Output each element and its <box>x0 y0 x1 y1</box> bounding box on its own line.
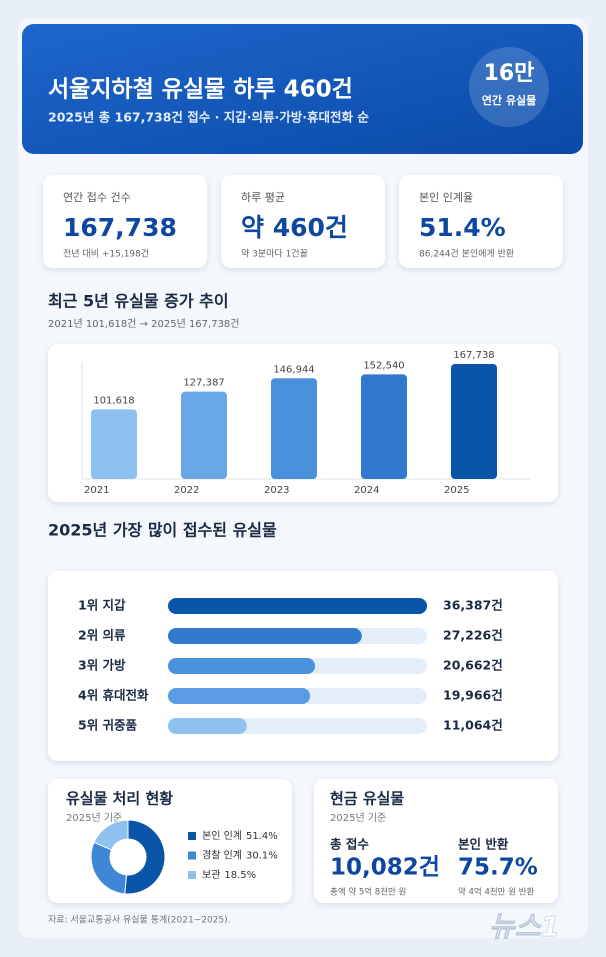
ranking-chart: 1위 지갑 36,387건 2위 의류 27,226건 3위 가방 20,662건 4위 휴… <box>78 598 503 734</box>
bar <box>451 364 497 479</box>
card <box>314 779 558 903</box>
legend-name: 경찰 인계 <box>202 849 242 862</box>
category-label: 5위 귀중품 <box>78 718 138 733</box>
value-label: 146,944 <box>273 364 314 375</box>
slice <box>124 819 166 895</box>
category-label: 3위 가방 <box>78 658 126 673</box>
bar <box>168 688 311 704</box>
card-subtitle: 2025년 기준 <box>330 812 386 824</box>
card <box>43 175 207 268</box>
bar <box>168 598 427 614</box>
card <box>221 175 385 268</box>
legend-name: 보관 <box>202 869 220 881</box>
bar <box>181 391 227 479</box>
legend-value: 30.1% <box>246 851 278 862</box>
stat-value: 약 460건 <box>241 213 348 242</box>
x-tick-label: 2021 <box>84 485 109 496</box>
legend-swatch <box>188 871 196 879</box>
header <box>22 24 583 154</box>
bar <box>271 378 317 479</box>
cash-label: 총 접수 <box>330 837 369 852</box>
bar <box>168 628 362 644</box>
card-title: 유실물 처리 현황 <box>66 790 173 808</box>
badge-value: 16만 <box>484 61 535 86</box>
slice <box>93 819 129 851</box>
legend-value: 51.4% <box>246 831 278 842</box>
value-label: 101,618 <box>93 395 134 406</box>
stat-value: 167,738 <box>63 213 177 242</box>
donut-chart: 본인 인계 51.4% 경찰 인계 30.1% 보관 18.5% <box>90 819 278 895</box>
stat-cards: 연간 접수 건수 167,738 전년 대비 +15,198건 하루 평균약 460건… <box>43 175 563 268</box>
x-tick-label: 2022 <box>174 485 199 496</box>
footer: 자료: 서울교통공사 유실물 통계(2021~2025). <box>48 914 231 926</box>
cash-value: 75.7% <box>458 855 538 881</box>
legend-swatch <box>188 851 196 860</box>
cash-value: 10,082건 <box>330 855 440 881</box>
value-label: 167,738 <box>453 350 494 361</box>
cash-label: 본인 반환 <box>458 837 509 852</box>
x-tick-label: 2023 <box>264 485 289 496</box>
value-label: 19,966건 <box>443 688 503 703</box>
stat-note: 86,244건 본인에게 반환 <box>419 248 514 260</box>
legend-name: 본인 인계 <box>202 830 242 842</box>
cash-note: 약 4억 4천만 원 반환 <box>458 887 535 898</box>
legend-label: 경찰 인계 30.1% <box>202 849 278 862</box>
value-label: 27,226건 <box>443 628 503 643</box>
x-tick-label: 2025 <box>444 485 469 496</box>
x-tick-label: 2024 <box>354 485 379 496</box>
value-label: 127,387 <box>183 378 224 389</box>
card <box>399 175 563 268</box>
value-label: 36,387건 <box>443 598 503 613</box>
category-label: 1위 지갑 <box>78 598 126 613</box>
legend-swatch <box>188 832 196 840</box>
bar <box>361 374 407 479</box>
stat-label: 연간 접수 건수 <box>63 191 131 204</box>
stat-note: 전년 대비 +15,198건 <box>63 249 149 260</box>
card-title: 현금 유실물 <box>330 790 404 808</box>
subtitle: 2025년 총 167,738건 접수 · 지갑·의류·가방·휴대전화 순 <box>48 110 369 125</box>
cash-note: 총액 약 5억 8천만 원 <box>330 887 406 898</box>
badge-label: 연간 유실물 <box>482 93 536 107</box>
value-label: 20,662건 <box>443 658 503 673</box>
card-subtitle: 2025년 기준 <box>66 812 122 824</box>
stat-value: 51.4% <box>419 213 506 242</box>
bar <box>168 718 247 734</box>
bar <box>91 409 137 479</box>
legend-value: 18.5% <box>224 870 256 881</box>
badge <box>469 47 549 127</box>
bar <box>168 658 316 674</box>
legend-label: 보관 18.5% <box>202 869 256 881</box>
section-title: 최근 5년 유실물 증가 추이 <box>48 292 229 311</box>
legend-label: 본인 인계 51.4% <box>202 830 278 842</box>
stat-label: 하루 평균 <box>241 190 285 204</box>
stat-note: 약 3분마다 1건꼴 <box>241 248 308 260</box>
section-subtitle: 2021년 101,618건 → 2025년 167,738건 <box>48 318 240 330</box>
watermark: 뉴스1 <box>489 910 560 943</box>
category-label: 2위 의류 <box>78 628 126 643</box>
bar-chart: 101,618 2021 127,387 2022 146,944 2023 152,540… <box>84 350 497 496</box>
stat-label: 본인 인계율 <box>419 191 473 204</box>
value-label: 152,540 <box>363 360 404 371</box>
section-title: 2025년 가장 많이 접수된 유실물 <box>48 521 277 540</box>
title: 서울지하철 유실물 하루 460건 <box>48 77 353 103</box>
category-label: 4위 휴대전화 <box>78 688 149 703</box>
value-label: 11,064건 <box>443 718 503 733</box>
